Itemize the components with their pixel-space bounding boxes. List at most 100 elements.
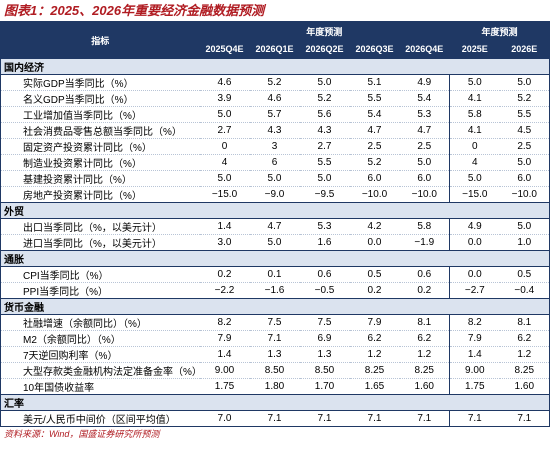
value-cell: −9.0 [249, 186, 300, 203]
value-cell: 4.7 [249, 218, 300, 235]
value-cell: 4.3 [299, 122, 350, 139]
value-cell: 7.1 [299, 410, 350, 427]
column-header: 2025Q4E [199, 40, 250, 59]
value-cell: 2.5 [349, 138, 400, 155]
value-cell: 0.5 [349, 266, 400, 283]
value-cell: 4.3 [249, 122, 300, 139]
value-cell: 7.1 [249, 330, 300, 347]
value-cell: −2.7 [449, 282, 500, 299]
row-label: PPI当季同比（%） [0, 282, 200, 299]
value-cell: 7.0 [199, 410, 250, 427]
value-cell: 5.0 [199, 170, 250, 187]
value-cell: 5.3 [299, 218, 350, 235]
value-cell: 1.2 [399, 346, 450, 363]
value-cell: 2.7 [199, 122, 250, 139]
value-cell: 5.0 [499, 218, 550, 235]
data-row: 工业增加值当季同比（%） 5.0 5.7 5.6 5.4 5.3 5.8 5.5 [0, 106, 550, 123]
value-cell: 7.9 [449, 330, 500, 347]
value-cell: −1.6 [249, 282, 300, 299]
value-cell: 7.1 [349, 410, 400, 427]
row-label: 进口当季同比（%，以美元计） [0, 234, 200, 251]
section-row: 货币金融 [0, 298, 550, 315]
row-label: 社融增速（余额同比）（%） [0, 314, 200, 331]
value-cell: 0.2 [199, 266, 250, 283]
data-row: 7天逆回购利率（%） 1.4 1.3 1.3 1.2 1.2 1.4 1.2 [0, 346, 550, 363]
column-header: 2026Q1E [249, 40, 300, 59]
value-cell: 2.7 [299, 138, 350, 155]
value-cell: 8.1 [399, 314, 450, 331]
value-cell: 1.6 [299, 234, 350, 251]
header-cell: 年度预测 [449, 21, 550, 40]
value-cell: −0.5 [299, 282, 350, 299]
value-cell: 3.9 [199, 90, 250, 107]
column-header: 2026Q4E [399, 40, 450, 59]
value-cell: −10.0 [349, 186, 400, 203]
value-cell: 0.0 [449, 266, 500, 283]
value-cell: 5.3 [399, 106, 450, 123]
value-cell: 5.4 [399, 90, 450, 107]
row-label: 基建投资累计同比（%） [0, 170, 200, 187]
value-cell: 1.3 [249, 346, 300, 363]
value-cell: 5.5 [499, 106, 550, 123]
value-cell: 7.5 [249, 314, 300, 331]
value-cell: 1.3 [299, 346, 350, 363]
value-cell: 0.5 [499, 266, 550, 283]
row-label: 社会消费品零售总额当季同比（%） [0, 122, 200, 139]
value-cell: 1.2 [499, 346, 550, 363]
value-cell: 8.2 [449, 314, 500, 331]
section-title: 汇率 [0, 394, 550, 411]
column-header: 2026Q3E [349, 40, 400, 59]
value-cell: 9.00 [199, 362, 250, 379]
header-row: 指标 年度预测 年度预测 [0, 21, 550, 59]
value-cell: 0.6 [399, 266, 450, 283]
data-row: 进口当季同比（%，以美元计） 3.0 5.0 1.6 0.0 −1.9 0.0 1.0 [0, 234, 550, 251]
value-cell: 7.1 [449, 410, 500, 427]
data-row: 社融增速（余额同比）（%） 8.2 7.5 7.5 7.9 8.1 8.2 8.1 [0, 314, 550, 331]
value-cell: 8.25 [499, 362, 550, 379]
data-row: 10年国债收益率 1.75 1.80 1.70 1.65 1.60 1.75 1.60 [0, 378, 550, 395]
value-cell: 7.9 [349, 314, 400, 331]
value-cell: 0 [449, 138, 500, 155]
value-cell: 3 [249, 138, 300, 155]
value-cell: 7.9 [199, 330, 250, 347]
column-header: 2025E [449, 40, 500, 59]
value-cell: 9.00 [449, 362, 500, 379]
value-cell: 6.2 [349, 330, 400, 347]
value-cell: 2.5 [499, 138, 550, 155]
value-cell: 7.5 [299, 314, 350, 331]
value-cell: 5.8 [449, 106, 500, 123]
section-row: 汇率 [0, 394, 550, 411]
value-cell: 5.0 [249, 234, 300, 251]
value-cell: 5.1 [349, 74, 400, 91]
value-cell: 1.2 [349, 346, 400, 363]
value-cell: 5.6 [299, 106, 350, 123]
value-cell: 6.0 [399, 170, 450, 187]
value-cell: 4.7 [349, 122, 400, 139]
value-cell: 8.50 [299, 362, 350, 379]
value-cell: 1.0 [499, 234, 550, 251]
value-cell: 8.50 [249, 362, 300, 379]
column-header: 2026Q2E [299, 40, 350, 59]
value-cell: 0.1 [249, 266, 300, 283]
value-cell: 5.0 [299, 74, 350, 91]
value-cell: 0 [199, 138, 250, 155]
value-cell: 5.0 [249, 170, 300, 187]
section-title: 货币金融 [0, 298, 550, 315]
value-cell: 0.6 [299, 266, 350, 283]
value-cell: 1.4 [199, 346, 250, 363]
value-cell: 5.0 [449, 170, 500, 187]
value-cell: 5.2 [249, 74, 300, 91]
value-cell: 1.75 [199, 378, 250, 395]
value-cell: 1.80 [249, 378, 300, 395]
value-cell: 3.0 [199, 234, 250, 251]
section-row: 国内经济 [0, 58, 550, 75]
data-row: 出口当季同比（%，以美元计） 1.4 4.7 5.3 4.2 5.8 4.9 5.0 [0, 218, 550, 235]
value-cell: 0.0 [349, 234, 400, 251]
value-cell: 0.2 [399, 282, 450, 299]
value-cell: −15.0 [199, 186, 250, 203]
value-cell: 4.9 [449, 218, 500, 235]
data-row: 名义GDP当季同比（%） 3.9 4.6 5.2 5.5 5.4 4.1 5.2 [0, 90, 550, 107]
section-title: 通胀 [0, 250, 550, 267]
value-cell: −2.2 [199, 282, 250, 299]
